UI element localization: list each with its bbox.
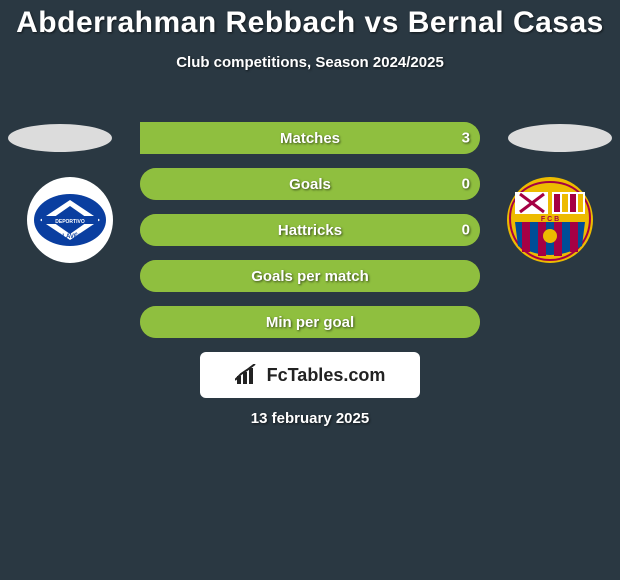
stat-value-right: 0: [462, 222, 470, 239]
stat-label: Matches: [280, 130, 340, 147]
subtitle: Club competitions, Season 2024/2025: [0, 54, 620, 71]
stat-row: Matches 3: [140, 122, 480, 154]
stat-bar-left: [140, 168, 310, 200]
player-left-silhouette: [8, 124, 112, 152]
svg-text:F C B: F C B: [541, 216, 559, 223]
brand-chart-icon: [235, 364, 261, 386]
player-right-silhouette: [508, 124, 612, 152]
date-text: 13 february 2025: [0, 410, 620, 427]
stat-label: Min per goal: [266, 314, 354, 331]
stat-value-right: 3: [462, 130, 470, 147]
stat-row: Hattricks 0: [140, 214, 480, 246]
stat-row: Goals per match: [140, 260, 480, 292]
stat-rows: Matches 3 Goals 0 Hattricks 0 Goals per match M…: [140, 122, 480, 352]
page-title: Abderrahman Rebbach vs Bernal Casas: [0, 0, 620, 40]
club-badge-left: DEPORTIVO ALAVÉS: [20, 176, 120, 264]
stat-label: Goals: [289, 176, 331, 193]
svg-text:ALAVÉS: ALAVÉS: [58, 232, 82, 240]
stat-label: Hattricks: [278, 222, 342, 239]
stat-row: Goals 0: [140, 168, 480, 200]
stat-bar-right: [310, 168, 480, 200]
stat-label: Goals per match: [251, 268, 369, 285]
stat-row: Min per goal: [140, 306, 480, 338]
svg-text:DEPORTIVO: DEPORTIVO: [55, 219, 85, 225]
brand-box: FcTables.com: [200, 352, 420, 398]
brand-text: FcTables.com: [267, 365, 386, 386]
stat-value-right: 0: [462, 176, 470, 193]
club-badge-right: F C B: [500, 176, 600, 264]
